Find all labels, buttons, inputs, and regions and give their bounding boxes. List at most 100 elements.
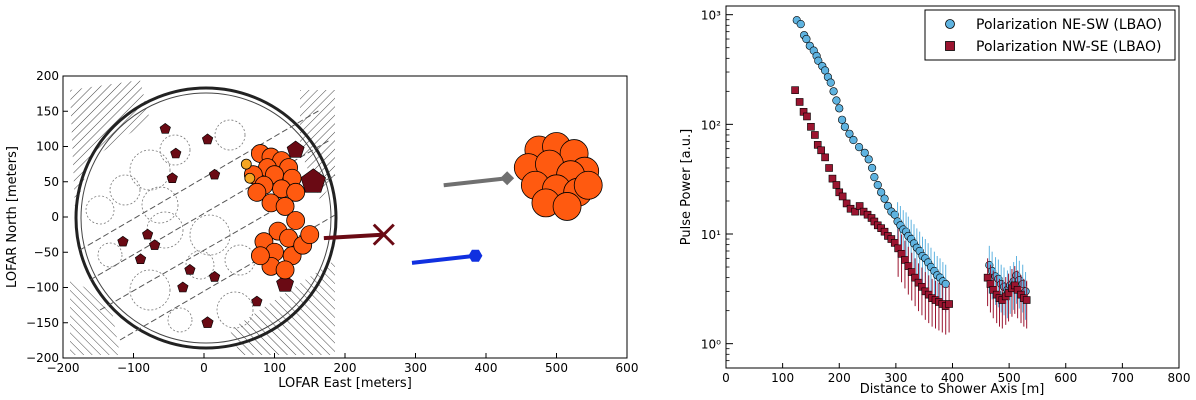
series-nw-se-point	[1022, 296, 1031, 304]
station-marker	[134, 253, 147, 265]
y-tick-label: −150	[26, 316, 59, 330]
series-nw-se-point	[817, 146, 825, 155]
pulse-power-data-marks	[791, 16, 1031, 335]
station-marker	[208, 168, 221, 180]
series-nw-se-point	[807, 122, 815, 131]
series-ne-sw-point	[890, 210, 899, 219]
x-tick-label: 300	[884, 371, 907, 385]
core-hit-circle	[286, 182, 306, 202]
series-ne-sw-point	[880, 194, 889, 203]
map-data-marks	[117, 123, 603, 328]
y-tick-label: 0	[51, 210, 59, 224]
x-tick-label: 800	[1168, 371, 1191, 385]
x-tick-label: 300	[404, 361, 427, 375]
x-tick-label: −100	[117, 361, 150, 375]
x-tick-label: 600	[1054, 371, 1077, 385]
core-hit-yellow	[244, 172, 256, 184]
y-tick-label: −50	[34, 245, 59, 259]
series-ne-sw-point	[870, 173, 879, 182]
core-hit-yellow	[240, 158, 252, 170]
series-ne-sw-point	[877, 188, 886, 197]
remote-hit-circle	[573, 170, 603, 200]
series-ne-sw-point	[835, 104, 844, 113]
legend-marker-nw-se	[945, 41, 955, 51]
map-background	[70, 80, 338, 355]
remote-hit-circle	[552, 192, 582, 221]
map-band-line	[89, 139, 331, 281]
pulse-power-panel: 0 100 200 300 400 500 600 700 800 10³ 10² 10¹ 10⁰ Po…	[679, 5, 1191, 397]
y-tick-label: 50	[44, 175, 59, 189]
map-panel: −200 −100 0 100 200 300 400 500 600200150100500−…	[5, 69, 638, 391]
series-ne-sw-point	[840, 122, 850, 131]
series-nw-se-point	[945, 300, 953, 308]
arrow-red-shaft	[323, 232, 384, 241]
series-ne-sw-point	[802, 34, 811, 44]
station-marker	[149, 239, 161, 250]
station-marker	[201, 133, 214, 145]
hatched-field	[70, 80, 150, 210]
legend-label-nw-se: Polarization NW-SE (LBAO)	[976, 39, 1161, 55]
x-tick-label: 500	[998, 371, 1021, 385]
x-tick-label: −200	[47, 361, 80, 375]
x-tick-label: 0	[200, 361, 208, 375]
x-tick-label: 100	[263, 361, 286, 375]
core-hit-circle	[275, 260, 295, 280]
station-marker	[142, 228, 154, 240]
x-tick-label: 0	[722, 371, 730, 385]
series-nw-se-point	[795, 98, 804, 106]
station-marker	[276, 274, 294, 292]
legend-label-ne-sw: Polarization NE-SW (LBAO)	[976, 17, 1162, 33]
series-nw-se-point	[842, 199, 851, 208]
x-tick-label: 700	[1111, 371, 1134, 385]
y-tick-label: 150	[36, 104, 59, 118]
series-ne-sw-point	[829, 87, 838, 96]
series-ne-sw-point	[864, 155, 873, 164]
series-nw-se-point	[821, 153, 829, 162]
core-hit-circle	[250, 246, 270, 266]
series-nw-se-point	[825, 164, 833, 172]
superterp-outline	[74, 86, 338, 350]
station-marker	[201, 316, 214, 328]
series-ne-sw-point	[854, 143, 864, 152]
x-tick-label: 600	[616, 361, 639, 375]
x-tick-label: 200	[334, 361, 357, 375]
series-nw-se-point	[791, 86, 799, 94]
y-tick-label: 100	[36, 140, 59, 154]
core-hit-circle	[275, 197, 295, 216]
hatched-field	[230, 260, 335, 355]
station-marker	[159, 123, 171, 134]
legend-marker-ne-sw	[945, 19, 955, 29]
station-marker	[166, 172, 178, 183]
map-band-line	[79, 109, 321, 251]
series-ne-sw-point	[826, 78, 835, 87]
legend: Polarization NE-SW (LBAO) Polarization N…	[924, 9, 1176, 61]
core-hit-circle	[247, 182, 267, 202]
station-marker	[184, 264, 196, 275]
map-band-line	[119, 214, 336, 341]
arrow-blue-hexagon-head	[468, 249, 483, 262]
y-tick-label: 10³	[701, 9, 721, 23]
station-marker	[208, 271, 221, 282]
series-ne-sw-point	[796, 20, 805, 29]
station-marker	[300, 168, 326, 193]
core-hit-circle	[300, 225, 320, 245]
pulse-power-y-axis-label: Pulse Power [a.u.]	[679, 129, 694, 245]
series-ne-sw-point	[873, 180, 882, 190]
y-tick-label: −200	[26, 351, 59, 365]
y-tick-label: 10⁰	[701, 338, 721, 352]
y-tick-label: 10¹	[701, 228, 721, 242]
series-ne-sw-point	[941, 279, 950, 289]
series-ne-sw-point	[860, 148, 869, 157]
series-nw-se-point	[855, 202, 864, 210]
series-ne-sw-point	[867, 163, 877, 173]
superterp-inner-outline	[80, 92, 332, 344]
station-marker	[170, 147, 182, 159]
x-tick-label: 400	[941, 371, 964, 385]
station-marker	[177, 281, 189, 293]
pulse-power-x-axis-label: Distance to Shower Axis [m]	[860, 382, 1045, 397]
series-nw-se-point	[851, 207, 859, 216]
arrow-grey-diamond-head	[500, 171, 515, 186]
map-y-axis-label: LOFAR North [meters]	[5, 146, 20, 288]
x-tick-label: 500	[545, 361, 568, 375]
